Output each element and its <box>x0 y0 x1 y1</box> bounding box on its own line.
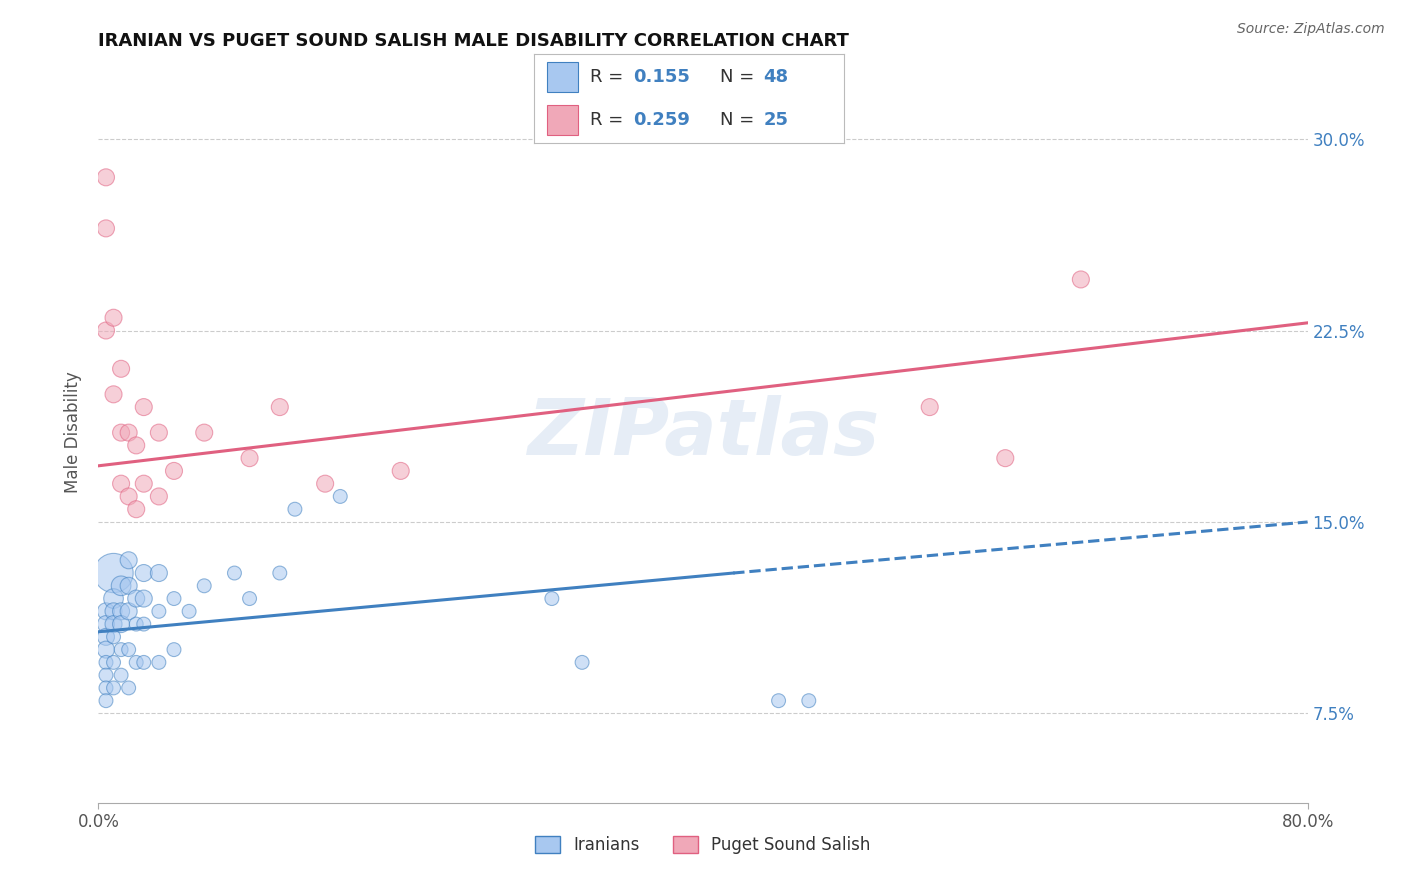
Text: N =: N = <box>720 111 759 129</box>
Text: R =: R = <box>591 111 628 129</box>
Point <box>94 668 117 682</box>
Point <box>132 591 155 606</box>
Point <box>148 604 170 618</box>
Point <box>125 438 148 452</box>
Point <box>148 566 170 580</box>
Point <box>132 566 155 580</box>
Point <box>193 579 215 593</box>
Point <box>110 617 132 632</box>
Point <box>94 642 117 657</box>
Point <box>768 694 790 708</box>
Point <box>269 566 291 580</box>
Point <box>103 617 125 632</box>
Text: Source: ZipAtlas.com: Source: ZipAtlas.com <box>1237 22 1385 37</box>
Point <box>389 464 412 478</box>
Point <box>103 387 125 401</box>
Point <box>239 591 262 606</box>
Point <box>103 604 125 618</box>
Point <box>239 451 262 466</box>
Text: N =: N = <box>720 68 759 87</box>
Point <box>94 630 117 644</box>
Point <box>571 656 593 670</box>
Point <box>118 425 141 440</box>
Point <box>94 694 117 708</box>
Point <box>797 694 820 708</box>
Point <box>103 681 125 695</box>
Point <box>94 170 117 185</box>
Point <box>110 604 132 618</box>
Point <box>540 591 562 606</box>
Point <box>118 490 141 504</box>
Point <box>132 656 155 670</box>
Point <box>994 451 1017 466</box>
Point <box>110 579 132 593</box>
Legend: Iranians, Puget Sound Salish: Iranians, Puget Sound Salish <box>529 830 877 861</box>
Point <box>148 656 170 670</box>
Text: ZIPatlas: ZIPatlas <box>527 394 879 471</box>
Point <box>110 361 132 376</box>
Point <box>163 642 186 657</box>
Point <box>118 642 141 657</box>
Bar <box>547 62 578 92</box>
Point <box>94 604 117 618</box>
Point <box>148 490 170 504</box>
Point <box>103 656 125 670</box>
Y-axis label: Male Disability: Male Disability <box>65 372 83 493</box>
Text: 0.155: 0.155 <box>633 68 690 87</box>
Point <box>125 591 148 606</box>
Point <box>193 425 215 440</box>
Text: IRANIAN VS PUGET SOUND SALISH MALE DISABILITY CORRELATION CHART: IRANIAN VS PUGET SOUND SALISH MALE DISAB… <box>98 32 849 50</box>
Text: 25: 25 <box>763 111 789 129</box>
Point <box>125 656 148 670</box>
Point <box>94 681 117 695</box>
Point <box>284 502 307 516</box>
Point <box>103 591 125 606</box>
Point <box>110 642 132 657</box>
Point <box>163 464 186 478</box>
Point <box>103 630 125 644</box>
Point <box>132 617 155 632</box>
Point <box>118 604 141 618</box>
Point <box>1070 272 1092 286</box>
Point <box>94 324 117 338</box>
Point <box>918 400 941 414</box>
Point <box>132 400 155 414</box>
Point <box>179 604 201 618</box>
Point <box>148 425 170 440</box>
Point <box>118 579 141 593</box>
Point <box>110 425 132 440</box>
Point <box>103 566 125 580</box>
Point <box>110 476 132 491</box>
Bar <box>547 105 578 135</box>
Point <box>94 221 117 235</box>
Point <box>110 668 132 682</box>
Text: 0.259: 0.259 <box>633 111 690 129</box>
Point <box>224 566 246 580</box>
Point <box>118 681 141 695</box>
Point <box>314 476 336 491</box>
Point <box>125 617 148 632</box>
Text: 48: 48 <box>763 68 789 87</box>
Point <box>132 476 155 491</box>
Point <box>329 490 352 504</box>
Point <box>103 310 125 325</box>
Point <box>125 502 148 516</box>
Point <box>163 591 186 606</box>
Point <box>94 656 117 670</box>
Text: R =: R = <box>591 68 628 87</box>
Point <box>118 553 141 567</box>
Point <box>94 617 117 632</box>
Point <box>269 400 291 414</box>
